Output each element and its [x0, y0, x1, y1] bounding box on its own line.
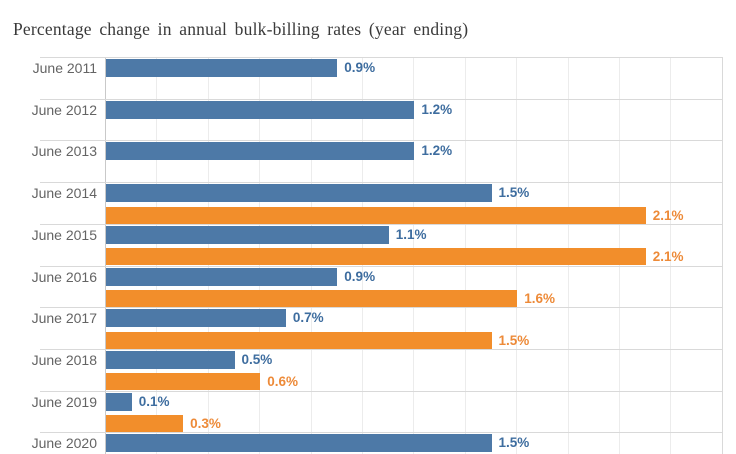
row-separator — [40, 307, 723, 309]
bar-series-blue — [106, 392, 132, 411]
bar-series-orange — [106, 248, 646, 266]
bar-series-blue — [106, 309, 286, 328]
chart-title: Percentage change in annual bulk-billing… — [13, 19, 469, 39]
row-separator — [40, 182, 723, 184]
bar-series-blue — [106, 142, 415, 161]
bar-value-label: 1.1% — [395, 226, 427, 242]
gridline — [721, 57, 723, 454]
bar-series-blue — [106, 267, 338, 286]
bar-series-blue — [106, 434, 492, 453]
bar-value-label: 0.1% — [138, 393, 170, 409]
bar-series-orange — [106, 415, 184, 433]
bar-value-label: 0.7% — [292, 310, 324, 326]
category-label: June 2013 — [31, 143, 97, 160]
category-label: June 2017 — [31, 310, 97, 327]
bar-value-label: 0.3% — [190, 416, 221, 432]
bar-value-label: 0.6% — [267, 374, 298, 390]
bar-series-orange — [106, 206, 646, 224]
bar-series-orange — [106, 331, 492, 349]
category-label: June 2016 — [31, 268, 97, 285]
bar-series-blue — [106, 184, 492, 203]
category-label: June 2019 — [31, 393, 97, 410]
category-label: June 2012 — [31, 101, 97, 118]
row-separator — [40, 140, 723, 142]
row-separator — [40, 98, 723, 100]
row-separator — [40, 390, 723, 392]
category-label: June 2014 — [31, 185, 97, 202]
bar-value-label: 1.2% — [421, 101, 453, 117]
bar-value-label: 2.1% — [652, 207, 684, 223]
bar-value-label: 0.9% — [344, 268, 376, 284]
y-axis-line — [105, 57, 106, 454]
bar-value-label: 0.5% — [241, 351, 273, 367]
bar-value-label: 1.5% — [498, 185, 530, 201]
plot-area: June 2011 0.9% June 2012 1.2% June 2013 1.2% J… — [0, 57, 736, 454]
bar-series-orange — [106, 290, 518, 307]
bar-value-label: 1.6% — [524, 291, 555, 306]
row-separator — [40, 57, 723, 58]
gridline — [670, 57, 672, 454]
bar-series-blue — [106, 59, 338, 77]
bar-series-blue — [106, 100, 415, 119]
bar-series-blue — [106, 225, 389, 244]
row-separator — [40, 348, 723, 350]
row-separator — [40, 265, 723, 267]
row-separator — [40, 223, 723, 225]
category-label: June 2018 — [31, 351, 97, 368]
row-separator — [40, 432, 723, 434]
bar-value-label: 1.5% — [498, 435, 530, 451]
category-label: June 2020 — [31, 435, 97, 452]
bar-series-blue — [106, 350, 235, 369]
category-label: June 2015 — [31, 226, 97, 243]
bar-series-orange — [106, 373, 261, 391]
bar-value-label: 1.5% — [498, 332, 530, 348]
category-label: June 2011 — [32, 60, 97, 76]
bar-value-label: 0.9% — [344, 60, 376, 75]
bar-value-label: 1.2% — [421, 143, 453, 159]
bar-value-label: 2.1% — [652, 249, 684, 265]
